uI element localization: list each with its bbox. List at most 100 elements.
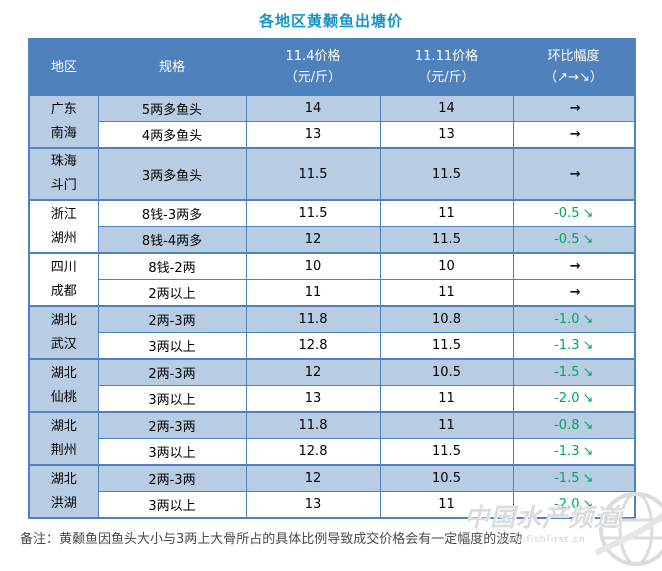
spec-cell: 8钱-4两多: [97, 226, 247, 254]
price-table: 地区 规格 11.4价格 （元/斤） 11.11价格 （元/斤） 环比幅度 （↗→↘）…: [28, 38, 636, 519]
spec-cell: 2两-3两: [97, 464, 247, 492]
price-nov11-cell: 11: [379, 491, 514, 519]
down-arrow-icon: ↘: [582, 206, 594, 221]
down-arrow-icon: ↘: [582, 471, 594, 486]
down-arrow-icon: ↘: [582, 418, 594, 433]
column-header-text: 11.11价格: [414, 49, 479, 64]
change-cell: -2.0 ↘: [512, 491, 636, 519]
spec-cell: 3两以上: [97, 385, 247, 413]
spec-cell: 8钱-2两: [97, 252, 247, 280]
price-nov11-cell: 11.5: [379, 147, 514, 201]
footnote: 备注：黄颡鱼因鱼头大小与3两上大骨所占的具体比例导致成交价格会有一定幅度的波动: [20, 528, 662, 547]
price-nov11-cell: 10: [379, 252, 514, 280]
change-cell: -1.5 ↘: [512, 358, 636, 386]
change-cell: -2.0 ↘: [512, 385, 636, 413]
region-name-line: 武汉: [50, 336, 77, 352]
region-name-line: 广东: [50, 101, 77, 117]
header-row: 地区 规格 11.4价格 （元/斤） 11.11价格 （元/斤） 环比幅度 （↗→↘）: [29, 39, 635, 96]
column-header-text: 环比幅度: [547, 49, 600, 64]
table-row: 湖北 仙桃 2两-3两 12 10.5 -1.5 ↘: [28, 358, 636, 413]
change-value: -2.0: [554, 497, 580, 512]
table-row: 3两以上 12.8 11.5 -1.3 ↘: [29, 332, 636, 360]
price-nov4-cell: 14: [245, 94, 381, 122]
region-name-line: 洪湖: [50, 495, 77, 511]
region-name-line: 浙江: [50, 206, 77, 222]
column-header-change: 环比幅度 （↗→↘）: [513, 39, 635, 96]
price-nov11-cell: 10.5: [379, 358, 514, 386]
region-name-line: 湖北: [50, 418, 77, 434]
region-name-line: 南海: [50, 125, 77, 141]
column-header-text: 规格: [158, 59, 185, 75]
flat-arrow-icon: →: [569, 166, 581, 182]
table-row: 湖北 武汉 2两-3两 11.8 10.8 -1.0 ↘: [28, 305, 636, 360]
flat-arrow-icon: →: [569, 127, 581, 142]
down-arrow-icon: ↘: [582, 232, 594, 247]
spec-cell: 2两以上: [97, 279, 247, 307]
region-cell: 湖北 仙桃: [28, 358, 99, 413]
region-cell: 四川 成都: [28, 252, 99, 307]
change-cell: →: [512, 121, 636, 149]
price-nov11-cell: 10.5: [379, 464, 514, 492]
column-header-subtext: （元/斤）: [284, 70, 342, 85]
flat-arrow-icon: →: [569, 101, 581, 116]
price-nov11-cell: 11.5: [379, 438, 514, 466]
price-nov4-cell: 12.8: [245, 438, 381, 466]
table-row: 四川 成都 8钱-2两 10 10 →: [28, 252, 636, 307]
price-nov11-cell: 13: [379, 121, 514, 149]
table-row: 珠海 斗门 3两多鱼头 11.5 11.5 →: [28, 147, 636, 201]
change-cell: -1.3 ↘: [512, 438, 636, 466]
region-name-line: 湖州: [50, 230, 77, 246]
flat-arrow-icon: →: [569, 285, 581, 300]
change-value: -0.5: [554, 232, 580, 247]
table-row: 湖北 洪湖 2两-3两 12 10.5 -1.5 ↘: [28, 464, 636, 519]
price-nov4-cell: 12: [245, 464, 381, 492]
price-nov11-cell: 14: [379, 94, 514, 122]
change-cell: →: [512, 147, 636, 201]
table-row: 广东 南海 5两多鱼头 14 14 →: [28, 94, 636, 149]
down-arrow-icon: ↘: [582, 365, 594, 380]
table-row: 4两多鱼头 13 13 →: [29, 121, 636, 149]
change-value: -1.3: [554, 444, 580, 459]
price-nov4-cell: 11.5: [245, 199, 381, 227]
change-value: -2.0: [554, 391, 580, 406]
column-header-price-nov11: 11.11价格 （元/斤）: [380, 39, 513, 96]
column-header-subtext: （元/斤）: [418, 70, 475, 85]
price-nov4-cell: 11.8: [245, 411, 381, 439]
spec-cell: 2两-3两: [97, 411, 247, 439]
price-nov4-cell: 12: [245, 226, 381, 254]
change-cell: -0.5 ↘: [512, 199, 636, 227]
price-nov11-cell: 11.5: [379, 332, 514, 360]
change-cell: -0.5 ↘: [512, 226, 636, 254]
down-arrow-icon: ↘: [582, 444, 594, 459]
change-value: -1.5: [554, 471, 580, 486]
price-nov4-cell: 11: [245, 279, 381, 307]
region-cell: 湖北 洪湖: [28, 464, 99, 519]
change-value: -0.8: [554, 418, 580, 433]
spec-cell: 3两以上: [97, 332, 247, 360]
table-row: 3两以上 12.8 11.5 -1.3 ↘: [29, 438, 636, 466]
table-row: 2两以上 11 11 →: [29, 279, 636, 307]
change-cell: →: [512, 279, 636, 307]
change-cell: →: [512, 94, 636, 122]
region-cell: 广东 南海: [28, 94, 99, 149]
change-value: -1.5: [554, 365, 580, 380]
column-header-region: 地区: [29, 39, 98, 96]
spec-cell: 3两以上: [97, 491, 247, 519]
price-nov4-cell: 10: [245, 252, 381, 280]
change-value: -0.5: [554, 206, 580, 221]
column-header-text: 地区: [50, 59, 77, 75]
price-nov11-cell: 11.5: [379, 226, 514, 254]
column-header-trend-arrows: （↗→↘）: [544, 70, 603, 85]
region-name-line: 斗门: [50, 178, 77, 193]
table-row: 3两以上 13 11 -2.0 ↘: [29, 385, 636, 413]
region-name-line: 珠海: [50, 154, 77, 169]
change-value: -1.0: [554, 312, 580, 327]
region-name-line: 仙桃: [50, 389, 77, 405]
price-nov4-cell: 11.5: [245, 147, 381, 201]
spec-cell: 4两多鱼头: [97, 121, 247, 149]
spec-cell: 8钱-3两多: [97, 199, 247, 227]
region-name-line: 四川: [50, 259, 77, 275]
down-arrow-icon: ↘: [582, 338, 594, 353]
change-cell: -1.3 ↘: [512, 332, 636, 360]
price-nov4-cell: 13: [245, 491, 381, 519]
